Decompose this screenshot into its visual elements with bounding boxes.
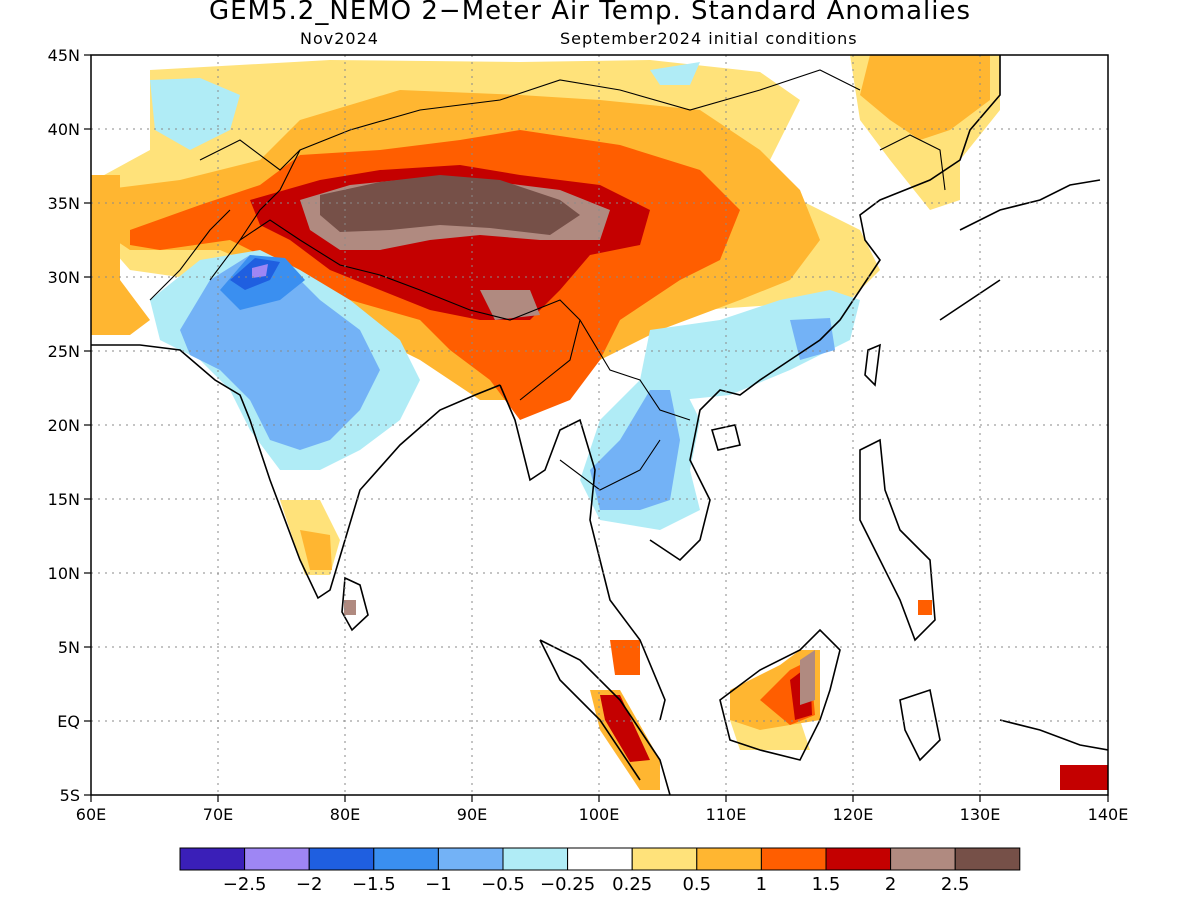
colorbar-swatch	[437, 847, 504, 871]
anomaly-region-india-south-warmer	[300, 530, 332, 570]
map-title: GEM5.2_NEMO 2−Meter Air Temp. Standard A…	[208, 0, 972, 26]
colorbar-swatch	[825, 847, 892, 871]
colorbar-label: 1.5	[812, 874, 841, 895]
colorbar-label: −0.5	[481, 874, 525, 895]
colorbar-swatch	[567, 847, 633, 871]
forecast-month: Nov2024	[300, 29, 379, 48]
anomaly-region-mongolia-cool	[650, 62, 700, 85]
lat-tick-label: 20N	[48, 416, 80, 435]
colorbar-swatch	[760, 847, 827, 871]
colorbar-swatch	[308, 847, 375, 871]
lon-tick-label: 60E	[76, 805, 106, 824]
colorbar-label: −1	[425, 874, 452, 895]
colorbar-swatch	[179, 847, 246, 871]
graticule	[91, 55, 1108, 795]
anomaly-region-india-2	[252, 264, 268, 278]
tick-marks	[84, 54, 1109, 802]
lat-tick-label: 10N	[48, 564, 80, 583]
sumatra-coastline	[539, 639, 671, 795]
lat-tick-label: EQ	[57, 712, 80, 731]
lat-tick-label: 35N	[48, 194, 80, 213]
colorbar-label: 2.5	[941, 874, 970, 895]
colorbar-swatch	[890, 847, 956, 871]
colorbar-swatch	[373, 847, 439, 871]
anomaly-region-arabia-warm	[91, 175, 150, 335]
anomaly-region-tibet-3	[320, 175, 580, 235]
lat-tick-label: 5N	[58, 638, 80, 657]
srilanka-coastline	[341, 576, 369, 632]
colorbar-label: 1	[756, 874, 767, 895]
colorbar-swatch	[244, 847, 310, 871]
anomaly-region-south-china-025	[640, 290, 860, 400]
anomaly-region-south-china-05	[790, 318, 835, 360]
colorbar-label: 2	[885, 874, 896, 895]
lat-tick-label: 30N	[48, 268, 80, 287]
lon-tick-label: 80E	[330, 805, 360, 824]
lon-tick-label: 100E	[579, 805, 620, 824]
borders	[149, 69, 946, 491]
anomaly-fields	[91, 55, 1108, 790]
anomaly-region-borneo-05	[730, 720, 810, 750]
se-asia-coastline	[499, 55, 1001, 721]
colorbar-label: −0.25	[540, 874, 595, 895]
anomaly-region-tibet-25b	[480, 290, 540, 320]
colorbar-label: −2.5	[223, 874, 267, 895]
philippines-coastline	[859, 438, 936, 642]
lon-tick-label: 140E	[1088, 805, 1129, 824]
borneo-coastline	[719, 628, 841, 761]
hainan-coastline	[710, 424, 741, 451]
lon-tick-label: 130E	[960, 805, 1001, 824]
colorbar-swatch	[696, 847, 762, 871]
coastlines	[91, 55, 1108, 795]
colorbar-label: −1.5	[352, 874, 396, 895]
latitude-labels: 45N 40N 35N 30N 25N 20N 15N 10N 5N EQ 5S	[48, 46, 80, 805]
india-coastline	[91, 344, 501, 600]
anomaly-region-india-05	[180, 255, 380, 450]
anomaly-region-srilanka-25	[344, 600, 356, 615]
colorbar-swatch	[631, 847, 698, 871]
anomaly-region-newguinea-2	[1060, 765, 1108, 790]
anomaly-region-indochina-05	[590, 390, 680, 510]
anomaly-region-borneo-25	[800, 650, 815, 705]
colorbar-label: 0.25	[612, 874, 652, 895]
lon-tick-label: 120E	[833, 805, 874, 824]
lat-tick-label: 40N	[48, 120, 80, 139]
anomaly-region-sumatra-2	[600, 695, 650, 762]
sulawesi-coastline	[899, 688, 941, 762]
lon-tick-label: 70E	[203, 805, 233, 824]
taiwan-coastline	[864, 343, 881, 387]
colorbar-label: 0.5	[682, 874, 711, 895]
lat-tick-label: 5S	[60, 786, 80, 805]
colorbar-swatch	[502, 847, 569, 871]
colorbar-label: −2	[296, 874, 323, 895]
anomaly-region-ne-warmer	[860, 55, 990, 140]
lat-tick-label: 25N	[48, 342, 80, 361]
colorbar-swatch	[954, 847, 1021, 871]
lat-tick-label: 15N	[48, 490, 80, 509]
lat-tick-label: 45N	[48, 46, 80, 65]
anomaly-region-malaya-15	[610, 640, 640, 675]
lon-tick-label: 90E	[457, 805, 487, 824]
anomaly-region-philippines-15	[918, 600, 932, 615]
initial-conditions-label: September2024 initial conditions	[560, 29, 858, 48]
japan-coastline	[939, 179, 1101, 321]
longitude-labels: 60E 70E 80E 90E 100E 110E 120E 130E 140E	[76, 805, 1129, 824]
newguinea-coastline	[999, 719, 1108, 751]
lon-tick-label: 110E	[706, 805, 747, 824]
colorbar: −2.5 −2 −1.5 −1 −0.5 −0.25 0.25 0.5 1 1.…	[179, 847, 1021, 895]
